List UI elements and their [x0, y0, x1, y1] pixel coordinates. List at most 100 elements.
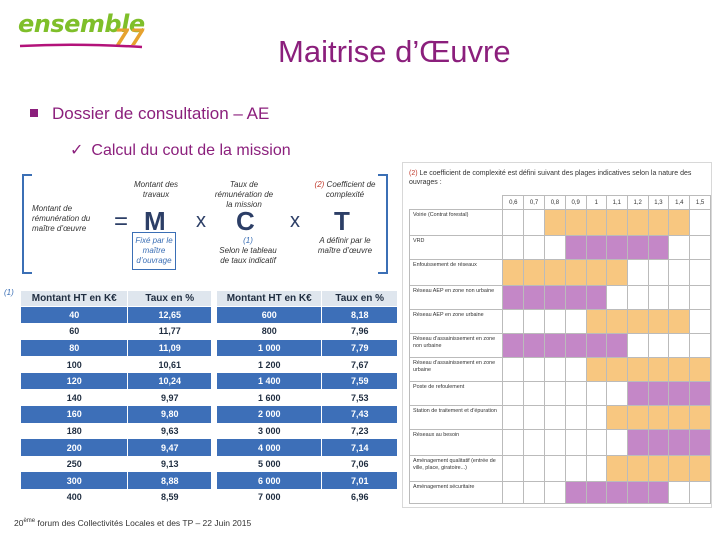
table-row: 120 10,24 — [19, 372, 212, 390]
range-cell — [523, 259, 545, 286]
work-type-label: Réseau d’assainissement en zone urbaine — [408, 357, 504, 382]
complexity-row: Enfouissement de réseaux — [408, 259, 711, 286]
range-cell — [605, 259, 628, 286]
footer: 20ème forum des Collectivités Locales et… — [14, 518, 251, 528]
coefficient-header: 0,8 — [543, 195, 566, 210]
range-cell — [647, 209, 670, 236]
complexity-row: Réseaux au besoin — [408, 429, 711, 456]
range-cell — [523, 357, 545, 382]
work-type-label: Réseaux au besoin — [408, 429, 504, 456]
footer-sup: ème — [23, 518, 36, 525]
range-cell — [523, 455, 545, 482]
table-row: 1 600 7,53 — [215, 389, 398, 407]
coefficient-header: 1 — [585, 195, 607, 210]
table-row: 40 12,65 — [19, 306, 212, 324]
table-row: 180 9,63 — [19, 422, 212, 440]
amount-cell: 180 — [19, 422, 129, 440]
range-cell — [585, 405, 607, 430]
range-cell — [605, 235, 628, 260]
range-cell — [668, 481, 691, 504]
range-cell — [689, 481, 711, 504]
range-cell — [689, 455, 711, 482]
amount-cell: 4 000 — [215, 439, 323, 456]
amount-cell: 200 — [19, 439, 129, 456]
c-symbol: C — [236, 206, 255, 236]
amount-cell: 120 — [19, 372, 129, 390]
bullet-level1: Dossier de consultation – AE — [30, 104, 269, 124]
range-cell — [585, 429, 607, 456]
rate-cell: 12,65 — [127, 306, 212, 324]
equals-sign: = — [114, 208, 129, 235]
amount-cell: 1 200 — [215, 356, 323, 373]
rate-table-left: Montant HT en K€ Taux en % 40 12,65 60 11,7… — [19, 290, 212, 506]
rate-cell: 7,53 — [321, 389, 398, 407]
range-cell — [543, 429, 566, 456]
range-cell — [502, 259, 525, 286]
c-note: (1) Selon le tableau de taux indicatif — [216, 236, 280, 266]
ensemble77-logo: ensemble 77 — [18, 8, 148, 54]
page-title: Maitrise d’Œuvre — [278, 34, 511, 69]
range-cell — [647, 235, 670, 260]
range-cell — [543, 209, 566, 236]
range-cell — [626, 429, 649, 456]
range-cell — [523, 381, 545, 406]
range-cell — [585, 259, 607, 286]
range-cell — [668, 259, 691, 286]
range-cell — [668, 381, 691, 406]
formula-left-label: Montant de rémunération du maître d’œuvr… — [32, 204, 91, 233]
range-cell — [605, 381, 628, 406]
range-cell — [668, 429, 691, 456]
range-cell — [543, 381, 566, 406]
coefficient-header: 1,1 — [605, 195, 628, 210]
range-cell — [502, 455, 525, 482]
range-cell — [647, 381, 670, 406]
range-cell — [564, 405, 587, 430]
range-cell — [564, 357, 587, 382]
m-note: Fixé par le maître d’ouvrage — [135, 236, 173, 265]
range-cell — [523, 405, 545, 430]
m-symbol: M — [144, 206, 166, 236]
range-cell — [626, 405, 649, 430]
work-type-label: Réseau d’assainissement en zone non urba… — [408, 333, 504, 358]
bullet-level2-text: Calcul du cout de la mission — [91, 142, 291, 159]
complexity-row: Réseau d’assainissement en zone non urba… — [408, 333, 711, 358]
range-cell — [543, 481, 566, 504]
complexity-grid: 0,6 0,7 0,8 0,9 1 1,1 1,2 1,3 1,4 1,5 Voirie (Con… — [408, 195, 711, 504]
fee-formula: Montant de rémunération du maître d’œuvr… — [22, 174, 388, 274]
range-cell — [626, 357, 649, 382]
range-cell — [647, 309, 670, 334]
checkmark-icon: ✓ — [70, 142, 84, 159]
range-cell — [585, 333, 607, 358]
footer-text: forum des Collectivités Locales et des T… — [35, 518, 252, 528]
rate-cell: 7,59 — [321, 372, 398, 390]
range-cell — [689, 209, 711, 236]
rate-cell: 7,79 — [321, 339, 398, 357]
work-type-label: Voirie (Contrat forestal) — [408, 209, 504, 236]
range-cell — [585, 285, 607, 310]
table-row: 100 10,61 — [19, 356, 212, 373]
range-cell — [543, 235, 566, 260]
range-cell — [502, 357, 525, 382]
range-cell — [523, 481, 545, 504]
range-cell — [647, 285, 670, 310]
t-symbol: T — [334, 206, 350, 236]
table-row: 200 9,47 — [19, 439, 212, 456]
amount-cell: 5 000 — [215, 455, 323, 473]
times-sign-1: x — [196, 210, 206, 232]
amount-cell: 100 — [19, 356, 129, 373]
work-type-label: Station de traitement et d’épuration — [408, 405, 504, 430]
coefficient-header: 1,4 — [668, 195, 691, 210]
table-row: 400 8,59 — [19, 489, 212, 506]
amount-cell: 250 — [19, 455, 129, 473]
range-cell — [626, 209, 649, 236]
amount-cell: 1 600 — [215, 389, 323, 407]
col-header-rate: Taux en % — [127, 290, 212, 307]
amount-cell: 60 — [19, 323, 129, 340]
coefficient-header: 0,7 — [523, 195, 545, 210]
table-row: 800 7,96 — [215, 323, 398, 340]
table-note-ref: (1) — [4, 288, 14, 297]
t-label-text: Coefficient de complexité — [325, 180, 376, 199]
amount-cell: 400 — [19, 489, 129, 506]
complexity-row: Réseau d’assainissement en zone urbaine — [408, 357, 711, 382]
range-cell — [626, 381, 649, 406]
